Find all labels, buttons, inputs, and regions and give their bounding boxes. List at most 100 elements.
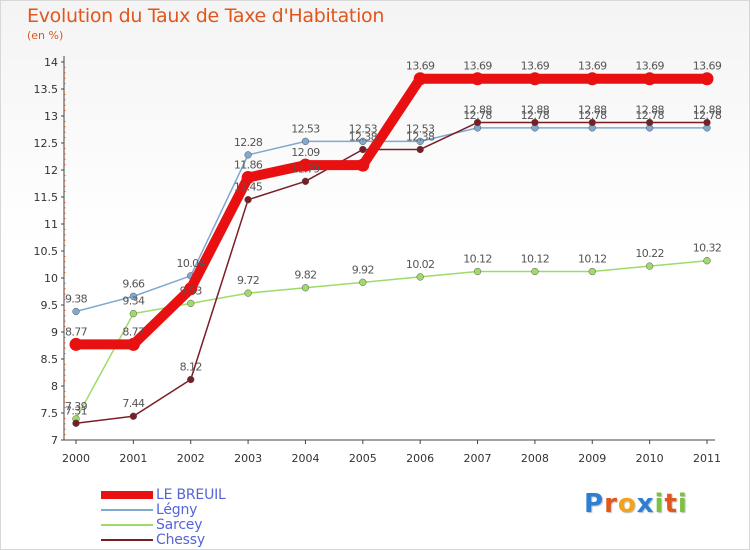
y-minor-tick bbox=[64, 245, 66, 247]
y-minor-tick bbox=[64, 396, 66, 398]
y-minor-tick bbox=[64, 369, 66, 371]
y-minor-tick bbox=[64, 66, 66, 68]
y-minor-tick bbox=[64, 153, 66, 155]
data-label-sarcey: 7.39 bbox=[65, 400, 88, 413]
y-minor-tick bbox=[64, 407, 66, 409]
y-minor-tick bbox=[64, 293, 66, 295]
data-label-sarcey: 9.92 bbox=[352, 263, 374, 276]
y-minor-tick bbox=[64, 99, 66, 101]
x-tick-label: 2010 bbox=[636, 452, 664, 465]
series-line-l-gny bbox=[75, 127, 707, 313]
data-label-sarcey: 10.12 bbox=[463, 253, 492, 266]
y-minor-tick bbox=[64, 212, 66, 214]
logo-letter: r bbox=[604, 489, 618, 519]
y-tick-label: 9.5 bbox=[41, 299, 59, 312]
x-tick-label: 2001 bbox=[119, 452, 147, 465]
x-tick-label: 2004 bbox=[291, 452, 319, 465]
data-point-le-breuil bbox=[241, 171, 255, 185]
y-minor-tick bbox=[64, 288, 66, 290]
data-point-chessy bbox=[703, 118, 711, 127]
y-minor-tick bbox=[64, 390, 66, 392]
legend-swatch bbox=[101, 523, 153, 526]
data-point-le-breuil bbox=[126, 337, 140, 351]
data-point-sarcey bbox=[416, 273, 424, 281]
data-point-sarcey bbox=[359, 278, 367, 286]
y-tick-label: 8 bbox=[51, 380, 58, 393]
x-tick-label: 2003 bbox=[234, 452, 262, 465]
y-minor-tick bbox=[64, 299, 66, 301]
y-minor-tick bbox=[64, 374, 66, 376]
x-tick-label: 2008 bbox=[521, 452, 549, 465]
data-point-l-gny bbox=[129, 292, 138, 301]
y-tick-label: 8.5 bbox=[41, 353, 59, 366]
legend-item-chessy: Chessy bbox=[101, 532, 226, 547]
proxiti-logo: Proxiti bbox=[584, 489, 688, 519]
data-point-le-breuil bbox=[413, 72, 427, 86]
y-minor-tick bbox=[64, 185, 66, 187]
y-minor-tick bbox=[64, 120, 66, 122]
legend-swatch bbox=[101, 538, 153, 541]
data-point-le-breuil bbox=[643, 72, 657, 86]
data-label-l-gny: 12.53 bbox=[406, 122, 435, 135]
logo-letter: t bbox=[664, 489, 678, 519]
legend-label: Légny bbox=[156, 501, 198, 518]
y-minor-tick bbox=[64, 137, 66, 139]
data-point-sarcey bbox=[244, 289, 252, 297]
y-minor-tick bbox=[64, 347, 66, 349]
data-label-l-gny: 12.78 bbox=[693, 109, 722, 122]
data-label-sarcey: 9.34 bbox=[122, 295, 145, 308]
data-label-sarcey: 10.12 bbox=[521, 253, 550, 266]
legend-swatch bbox=[101, 508, 153, 511]
y-minor-tick bbox=[64, 131, 66, 133]
y-minor-tick bbox=[64, 174, 66, 176]
chart-title: Evolution du Taux de Taxe d'Habitation bbox=[27, 5, 385, 27]
y-minor-tick bbox=[64, 110, 66, 112]
y-minor-tick bbox=[64, 320, 66, 322]
chart-unit-subtitle: (en %) bbox=[27, 29, 64, 42]
y-minor-tick bbox=[64, 266, 66, 268]
data-label-chessy: 12.88 bbox=[693, 103, 722, 116]
data-point-sarcey bbox=[187, 299, 195, 308]
data-point-sarcey bbox=[129, 309, 138, 318]
logo-letter: P bbox=[584, 489, 605, 519]
data-point-le-breuil bbox=[356, 158, 370, 172]
y-tick-label: 10 bbox=[44, 272, 58, 285]
y-minor-tick bbox=[64, 428, 66, 430]
data-point-le-breuil bbox=[700, 72, 714, 86]
y-minor-tick bbox=[64, 147, 66, 149]
y-tick-label: 9 bbox=[51, 326, 58, 339]
data-label-sarcey: 9.82 bbox=[294, 269, 316, 282]
series-line-sarcey bbox=[75, 259, 708, 420]
legend-label: Chessy bbox=[156, 531, 205, 548]
data-label-l-gny: 12.28 bbox=[234, 136, 263, 149]
data-point-chessy bbox=[301, 177, 310, 185]
data-point-sarcey bbox=[645, 262, 654, 270]
data-point-sarcey bbox=[588, 267, 596, 276]
y-minor-tick bbox=[64, 315, 66, 317]
data-point-l-gny bbox=[244, 151, 252, 159]
data-label-chessy: 12.88 bbox=[635, 103, 664, 116]
logo-letter: x bbox=[636, 489, 655, 519]
legend-item-legny: Légny bbox=[101, 502, 226, 517]
x-tick-label: 2005 bbox=[349, 452, 377, 465]
data-label-chessy: 11.79 bbox=[291, 162, 320, 175]
y-minor-tick bbox=[64, 342, 66, 344]
y-minor-tick bbox=[64, 255, 66, 257]
data-point-chessy bbox=[72, 419, 80, 427]
y-tick-label: 13.5 bbox=[34, 83, 59, 96]
data-point-l-gny bbox=[416, 137, 424, 146]
y-tick-label: 11 bbox=[44, 218, 58, 231]
data-label-chessy: 12.38 bbox=[349, 130, 378, 143]
data-point-sarcey bbox=[531, 267, 539, 276]
data-point-l-gny bbox=[72, 307, 80, 316]
data-point-chessy bbox=[473, 118, 482, 127]
y-minor-tick bbox=[64, 417, 66, 419]
x-tick-label: 2000 bbox=[62, 452, 90, 465]
data-label-sarcey: 9.53 bbox=[180, 284, 203, 297]
y-tick-label: 12.5 bbox=[34, 137, 59, 150]
data-label-le-breuil: 13.69 bbox=[578, 60, 607, 73]
data-label-l-gny: 9.38 bbox=[65, 292, 88, 305]
y-tick-label: 12 bbox=[44, 164, 58, 177]
logo-letter: i bbox=[654, 489, 665, 519]
